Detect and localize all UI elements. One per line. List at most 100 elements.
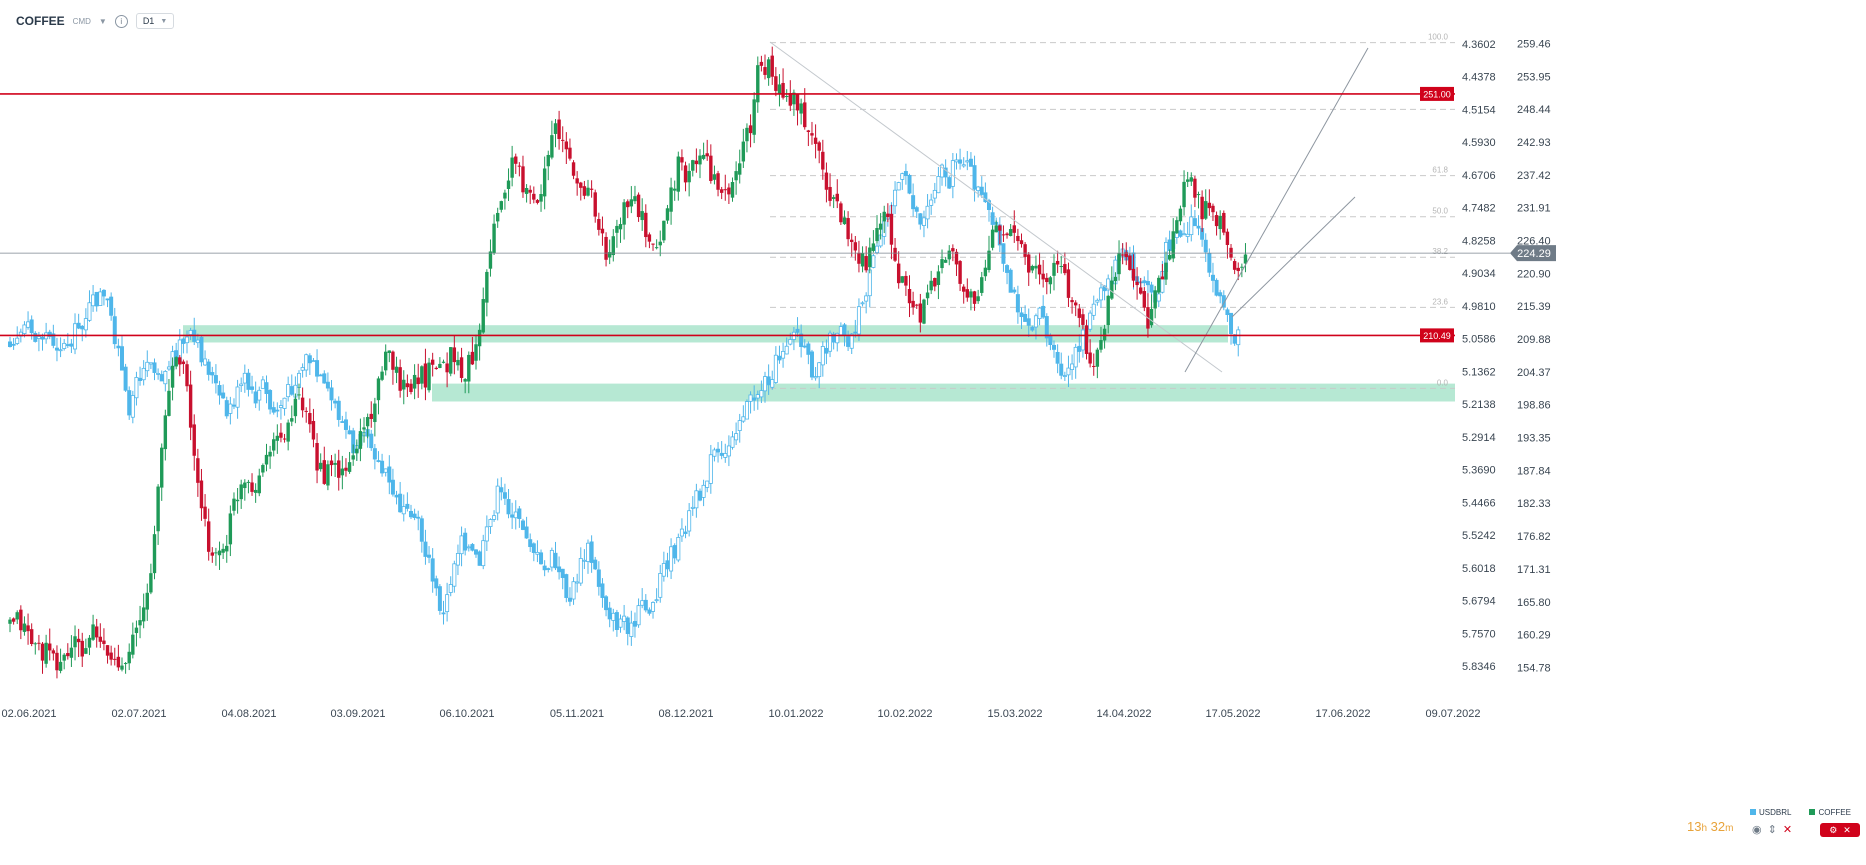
usdbrl-candle-157 [575, 581, 580, 584]
usdbrl-candle-122 [448, 584, 453, 593]
coffee-candle-190 [694, 160, 699, 165]
usdbrl-candle-54 [203, 358, 208, 366]
coffee-candle-323 [1175, 220, 1179, 234]
coffee-candle-329 [1196, 194, 1201, 196]
usdbrl-candle-249 [907, 174, 912, 194]
coffee-candle-38 [145, 592, 149, 610]
info-icon[interactable]: i [114, 14, 128, 28]
usdbrl-tick-19: 5.8346 [1462, 661, 1496, 673]
coffee-candle-106 [391, 351, 395, 370]
usdbrl-candle-58 [217, 385, 222, 396]
coffee-candle-253 [922, 299, 926, 324]
usdbrl-candle-188 [687, 510, 692, 532]
usdbrl-tick-10: 5.1362 [1462, 366, 1496, 378]
coffee-candle-259 [943, 259, 948, 263]
coffee-candle-228 [831, 197, 836, 199]
coffee-tick-5: 231.91 [1517, 203, 1551, 215]
coffee-candle-1 [11, 618, 16, 622]
usdbrl-candle-72 [268, 390, 273, 410]
usdbrl-candle-291 [1059, 363, 1064, 376]
x-tick-11: 17.05.2022 [1205, 708, 1260, 720]
usdbrl-candle-178 [651, 602, 656, 612]
timeframe-select[interactable]: D1 ▼ [135, 13, 175, 29]
coffee-candle-273 [994, 225, 998, 233]
usdbrl-candle-91 [336, 400, 341, 420]
coffee-tick-18: 160.29 [1517, 630, 1551, 642]
usdbrl-candle-26 [101, 289, 106, 297]
coffee-tick-17: 165.80 [1517, 597, 1551, 609]
usdbrl-candle-92 [340, 421, 345, 423]
coffee-candle-331 [1204, 201, 1208, 219]
coffee-candle-6 [29, 629, 34, 644]
coffee-candle-48 [181, 361, 186, 365]
usdbrl-candle-151 [553, 552, 558, 569]
eye-icon[interactable]: ◉ [1752, 824, 1762, 836]
usdbrl-candle-267 [972, 165, 977, 190]
usdbrl-candle-229 [835, 332, 840, 344]
usdbrl-candle-68 [253, 391, 258, 404]
coffee-candle-51 [192, 424, 196, 456]
coffee-candle-238 [868, 247, 872, 268]
coffee-candle-291 [1059, 265, 1063, 267]
coffee-candle-191 [698, 155, 702, 165]
coffee-candle-153 [561, 139, 565, 141]
usdbrl-candle-59 [221, 392, 226, 399]
legend-coffee[interactable]: COFFEE [1809, 808, 1851, 817]
coffee-candle-170 [622, 202, 626, 225]
usdbrl-candle-271 [986, 200, 991, 210]
usdbrl-candle-135 [495, 485, 500, 514]
chevron-down-icon[interactable]: ▼ [98, 16, 107, 26]
usdbrl-candle-245 [893, 189, 898, 207]
usdbrl-candle-140 [513, 511, 518, 519]
coffee-candle-337 [1225, 231, 1230, 245]
legend-usdbrl[interactable]: USDBRL [1750, 808, 1791, 817]
usdbrl-candle-162 [593, 559, 598, 570]
usdbrl-candle-286 [1041, 305, 1046, 318]
usdbrl-tick-17: 5.6794 [1462, 596, 1496, 608]
usdbrl-tick-3: 4.5930 [1462, 137, 1496, 149]
coffee-candle-236 [860, 253, 865, 267]
x-tick-0: 02.06.2021 [1, 708, 56, 720]
timer-h-unit: h [1701, 823, 1708, 834]
sort-icon[interactable]: ⇕ [1767, 824, 1777, 836]
coffee-candle-55 [206, 521, 211, 552]
usdbrl-candle-101 [372, 448, 377, 460]
coffee-candle-339 [1232, 261, 1237, 270]
usdbrl-candle-263 [958, 159, 963, 164]
coffee-candle-59 [221, 548, 225, 553]
usdbrl-candle-196 [716, 448, 721, 453]
close-icon[interactable]: ✕ [1782, 824, 1793, 836]
usdbrl-candle-150 [549, 549, 554, 568]
coffee-candle-123 [452, 347, 457, 363]
usdbrl-candle-260 [947, 177, 952, 189]
coffee-candle-74 [275, 435, 280, 441]
usdbrl-candle-41 [156, 373, 161, 375]
usdbrl-candle-325 [1182, 233, 1187, 236]
coffee-candle-244 [889, 213, 894, 245]
coffee-candle-203 [741, 141, 746, 162]
x-tick-6: 08.12.2021 [658, 708, 713, 720]
usdbrl-candle-123 [452, 563, 457, 587]
coffee-candle-224 [817, 142, 821, 151]
coffee-candle-77 [286, 422, 290, 442]
usdbrl-candle-160 [586, 542, 591, 562]
coffee-candle-49 [185, 364, 189, 387]
timeframe-value: D1 [142, 16, 155, 26]
support-zone-0 [183, 325, 1228, 343]
usdbrl-candle-159 [582, 559, 587, 562]
coffee-candle-297 [1081, 314, 1085, 325]
usdbrl-candle-130 [477, 551, 482, 566]
coffee-candle-157 [575, 178, 579, 184]
coffee-candle-128 [470, 351, 475, 365]
usdbrl-candle-17 [69, 343, 74, 347]
fib-label-0: 100.0 [1428, 33, 1449, 42]
coffee-tools-button[interactable]: ⚙ ✕ [1820, 823, 1860, 837]
usdbrl-candle-299 [1088, 312, 1093, 330]
usdbrl-candle-6 [29, 319, 34, 334]
usdbrl-candle-226 [824, 347, 829, 354]
usdbrl-candle-174 [636, 605, 641, 626]
usdbrl-candle-66 [246, 372, 251, 390]
usdbrl-candle-324 [1178, 230, 1183, 237]
symbol-name[interactable]: COFFEE [16, 14, 65, 28]
